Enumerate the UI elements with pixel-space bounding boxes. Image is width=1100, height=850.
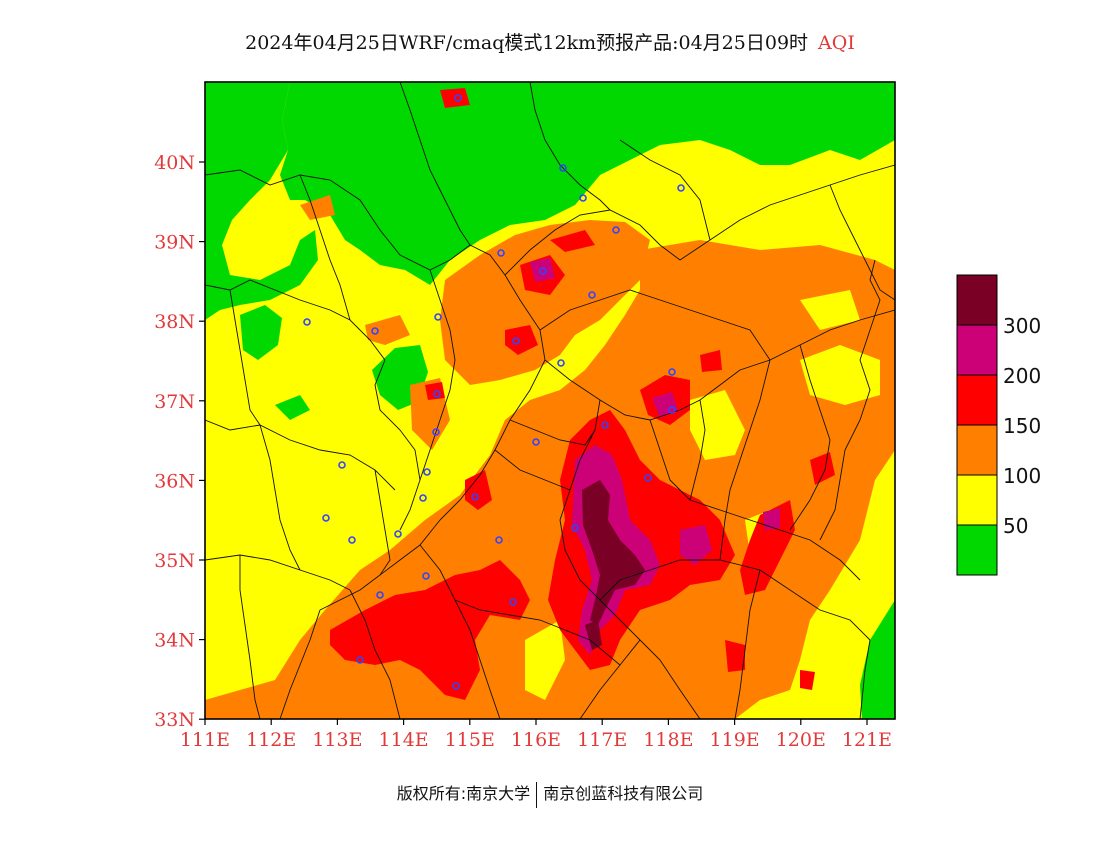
lat-label: 38N: [154, 311, 195, 333]
legend-swatch: [956, 374, 998, 426]
lon-label: 111E: [180, 729, 230, 751]
red-south-band: [330, 560, 530, 700]
title-text: 2024年04月25日WRF/cmaq模式12km预报产品:04月25日09时: [245, 32, 809, 54]
lon-label: 115E: [445, 729, 495, 751]
lon-label: 116E: [511, 729, 561, 751]
green-zone-north: [280, 82, 895, 285]
red-dot-2: [800, 670, 815, 690]
legend-label: 300: [1003, 314, 1041, 338]
lon-label: 113E: [312, 729, 362, 751]
lat-label: 33N: [154, 709, 195, 731]
magenta-east: [680, 525, 712, 565]
lon-label: 120E: [776, 729, 826, 751]
legend-label: 100: [1003, 464, 1041, 488]
red-north-2: [550, 230, 595, 252]
red-dot-1: [725, 640, 745, 672]
copyright-company: 南京创蓝科技有限公司: [543, 784, 704, 803]
green-zone-southeast: [860, 600, 895, 719]
green-zone-small: [275, 395, 310, 420]
legend-swatch: [956, 324, 998, 376]
legend-label: 50: [1003, 514, 1028, 538]
lat-label: 36N: [154, 470, 195, 492]
yellow-hole-5: [800, 290, 860, 330]
green-zone-west2: [240, 305, 282, 360]
red-east-coast: [740, 500, 795, 595]
orange-plume: [205, 240, 895, 719]
red-dot-3: [700, 350, 722, 372]
lat-label: 39N: [154, 232, 195, 254]
chart-title: 2024年04月25日WRF/cmaq模式12km预报产品:04月25日09时 A…: [0, 28, 1100, 55]
maroon-south: [585, 620, 602, 650]
legend-swatch: [956, 474, 998, 526]
magenta-baoding: [530, 258, 555, 282]
orange-northwest: [300, 195, 335, 220]
yellow-hole-3: [525, 620, 565, 700]
lon-label: 118E: [643, 729, 693, 751]
maroon-core: [582, 480, 645, 625]
lon-label: 117E: [577, 729, 627, 751]
legend-swatch: [956, 524, 998, 576]
green-zone-west: [205, 82, 318, 320]
color-legend: 50 100 150 200 300: [956, 274, 1041, 576]
lon-label: 119E: [710, 729, 760, 751]
legend-label: 200: [1003, 364, 1041, 388]
red-shijiazhuang: [505, 325, 538, 355]
copyright-owner: 版权所有:南京大学: [396, 784, 531, 803]
lat-label: 40N: [154, 152, 195, 174]
lat-label: 34N: [154, 630, 195, 652]
lon-label: 114E: [379, 729, 429, 751]
lon-label: 121E: [842, 729, 892, 751]
variable-label: AQI: [818, 32, 855, 54]
city-markers: [303, 94, 685, 690]
footer: 版权所有:南京大学 南京创蓝科技有限公司: [0, 780, 1100, 808]
red-east-rizhao: [810, 452, 835, 485]
legend-swatch: [956, 274, 998, 326]
longitude-axis: 111E 112E 113E 114E 115E 116E 117E 118E 119E 120E…: [180, 719, 892, 751]
lat-label: 37N: [154, 391, 195, 413]
magenta-lianyungang: [763, 508, 780, 530]
footer-separator: [536, 781, 538, 808]
orange-north-belt: [440, 220, 650, 385]
yellow-hole-1: [690, 390, 745, 460]
legend-label: 150: [1003, 414, 1041, 438]
magenta-jinan: [652, 392, 678, 418]
legend-swatch: [956, 424, 998, 476]
map-field: [205, 82, 895, 719]
red-handan: [465, 470, 492, 510]
admin-boundaries: [205, 82, 895, 719]
lat-label: 35N: [154, 550, 195, 572]
orange-taiyuan: [365, 315, 410, 345]
lon-label: 112E: [246, 729, 296, 751]
latitude-axis: 40N 39N 38N 37N 36N 35N 34N 33N: [154, 152, 205, 731]
